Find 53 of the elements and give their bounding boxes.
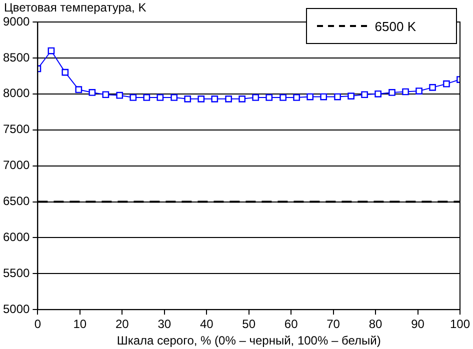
x-tick-label: 100 xyxy=(450,317,470,332)
point xyxy=(88,89,96,96)
point xyxy=(225,96,232,102)
point xyxy=(416,88,422,94)
y-tick-label: 7500 xyxy=(2,122,30,136)
point xyxy=(320,93,328,100)
point xyxy=(62,68,69,76)
y-tick-label: 5500 xyxy=(2,266,30,280)
x-axis-title: Шкала серого, % (0% – черный, 100% – белый) xyxy=(116,333,381,348)
point xyxy=(252,94,260,101)
x-tick-label: 60 xyxy=(284,317,298,332)
y-tick-label: 6000 xyxy=(2,230,30,244)
y-tick-label: 5000 xyxy=(2,302,30,316)
point xyxy=(280,94,286,101)
point xyxy=(402,88,409,96)
point xyxy=(374,90,382,98)
point xyxy=(48,47,55,54)
y-tick-label: 6500 xyxy=(2,194,30,208)
x-tick-label: 10 xyxy=(73,317,87,332)
x-tick-label: 30 xyxy=(158,317,172,332)
point xyxy=(102,91,110,98)
x-tick-label: 40 xyxy=(200,317,214,332)
y-tick-label: 8000 xyxy=(2,86,30,100)
legend-label: 6500 K xyxy=(374,18,416,34)
point xyxy=(429,84,436,91)
point xyxy=(184,96,192,102)
point xyxy=(238,96,246,102)
point xyxy=(130,94,137,101)
point xyxy=(266,94,273,101)
x-tick-label: 70 xyxy=(326,317,340,332)
point xyxy=(293,94,300,101)
point xyxy=(443,80,450,88)
point xyxy=(75,86,82,94)
y-axis-title: Цветовая температура, K xyxy=(4,0,146,14)
point xyxy=(211,96,218,102)
point xyxy=(348,92,354,100)
point xyxy=(388,89,396,96)
point xyxy=(306,93,314,100)
x-tick-label: 50 xyxy=(242,317,256,332)
x-tick-label: 20 xyxy=(115,317,130,332)
point xyxy=(156,94,164,101)
y-tick-label: 7000 xyxy=(2,158,30,172)
x-tick-label: 90 xyxy=(411,317,425,332)
x-tick-label: 80 xyxy=(368,317,383,332)
point xyxy=(143,94,150,101)
point xyxy=(170,94,178,101)
point xyxy=(198,96,205,102)
point xyxy=(116,92,124,99)
point xyxy=(361,91,368,98)
x-tick-label: 0 xyxy=(34,317,42,332)
y-tick-label: 8500 xyxy=(2,50,30,64)
point xyxy=(334,93,341,100)
y-tick-label: 9000 xyxy=(2,14,30,28)
